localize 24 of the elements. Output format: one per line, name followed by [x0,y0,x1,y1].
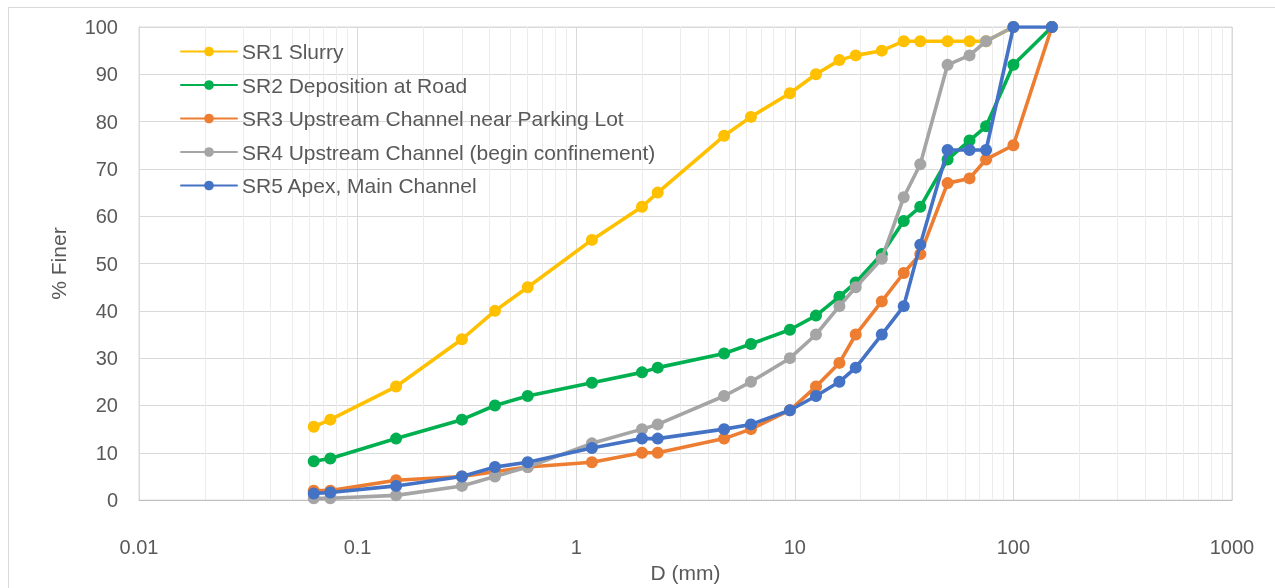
x-tick-label: 0.01 [119,536,159,559]
x-tick-label: 100 [996,536,1031,559]
legend-label: SR4 Upstream Channel (begin confinement) [242,140,656,164]
x-tick-label: 1000 [1209,536,1255,559]
y-tick-label: 60 [95,205,118,228]
y-tick-label: 50 [95,252,118,275]
y-tick-label: 40 [95,299,118,322]
legend-label: SR5 Apex, Main Channel [242,174,477,197]
x-tick-label: 1 [570,536,582,559]
y-tick-label: 70 [95,157,118,180]
x-tick-label: 0.1 [343,536,372,559]
legend-label: SR1 Slurry [242,40,345,63]
x-tick-label: 10 [783,536,806,559]
y-tick-label: 80 [95,110,118,133]
y-tick-label: 10 [95,441,118,464]
legend-label: SR3 Upstream Channel near Parking Lot [242,107,624,130]
y-tick-label: 100 [84,16,118,38]
y-axis-title: % Finer [47,227,70,300]
x-axis-title: D (mm) [650,561,721,584]
y-tick-label: 90 [95,63,118,86]
y-tick-label: 0 [106,489,118,512]
y-tick-label: 30 [95,347,118,370]
legend-label: SR2 Deposition at Road [242,73,468,97]
y-tick-label: 20 [95,394,118,417]
